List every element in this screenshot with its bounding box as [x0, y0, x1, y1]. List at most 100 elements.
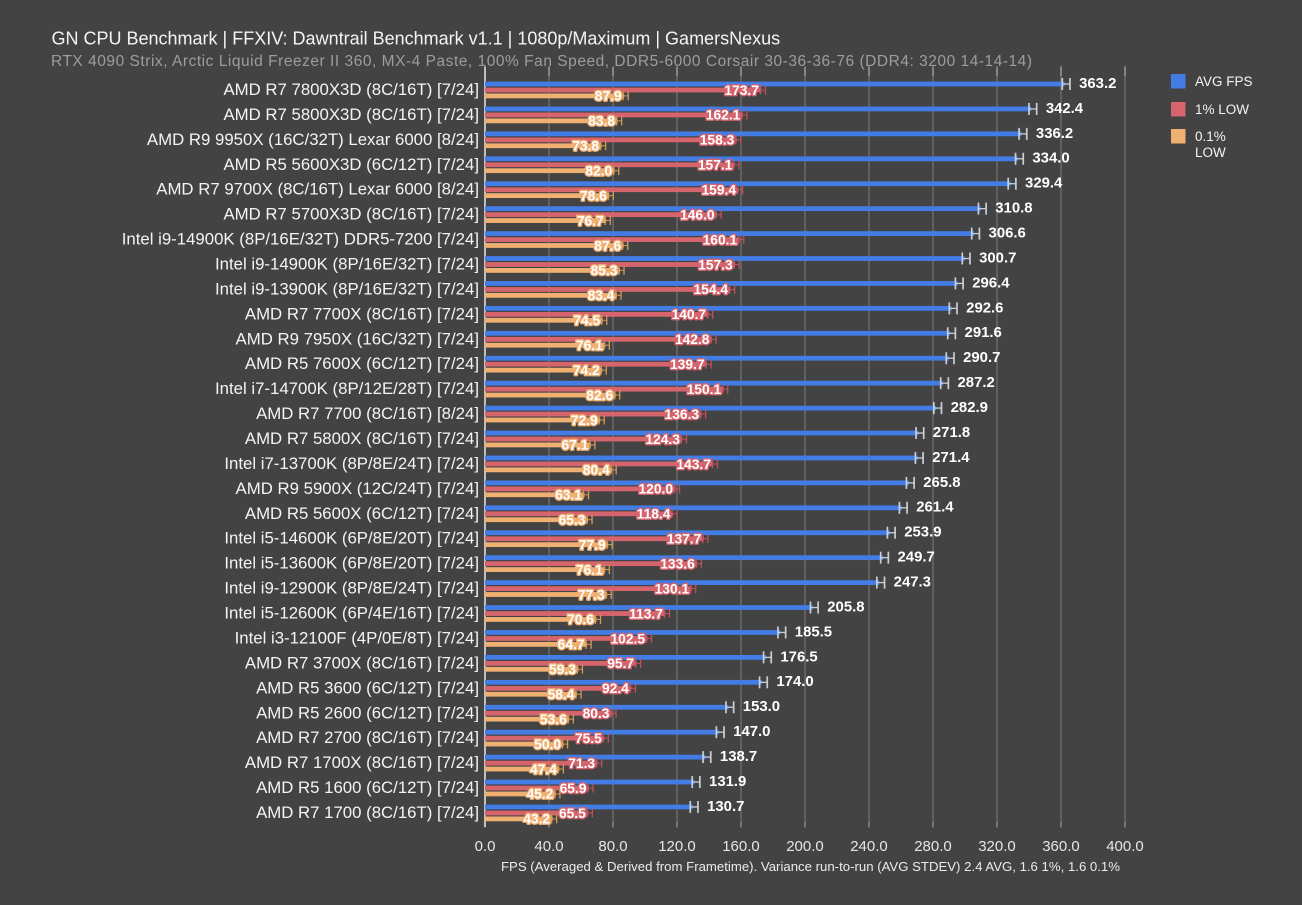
svg-text:290.7: 290.7	[963, 350, 1000, 366]
svg-text:400.0: 400.0	[1106, 838, 1144, 855]
svg-text:82.0: 82.0	[585, 163, 612, 178]
svg-text:150.1: 150.1	[687, 382, 722, 397]
svg-text:306.6: 306.6	[989, 225, 1026, 241]
svg-text:45.2: 45.2	[526, 787, 553, 802]
svg-text:291.6: 291.6	[965, 325, 1002, 341]
svg-text:AMD R7 5700X3D (8C/16T) [7/24]: AMD R7 5700X3D (8C/16T) [7/24]	[223, 205, 479, 224]
svg-text:157.3: 157.3	[698, 257, 733, 272]
svg-text:78.6: 78.6	[580, 188, 607, 203]
svg-text:76.7: 76.7	[577, 213, 604, 228]
svg-text:71.3: 71.3	[568, 756, 595, 771]
svg-text:47.4: 47.4	[530, 762, 557, 777]
svg-text:185.5: 185.5	[795, 624, 832, 640]
svg-text:137.7: 137.7	[667, 532, 702, 547]
svg-text:Intel i7-13700K (8P/8E/24T) [7: Intel i7-13700K (8P/8E/24T) [7/24]	[224, 454, 479, 473]
svg-text:50.0: 50.0	[534, 737, 561, 752]
svg-text:AMD R7 1700 (8C/16T) [7/24]: AMD R7 1700 (8C/16T) [7/24]	[256, 803, 479, 822]
svg-text:271.8: 271.8	[933, 425, 970, 441]
svg-text:102.5: 102.5	[610, 631, 645, 646]
svg-text:147.0: 147.0	[733, 724, 770, 740]
svg-text:AMD R7 7800X3D (8C/16T) [7/24]: AMD R7 7800X3D (8C/16T) [7/24]	[223, 80, 479, 99]
svg-text:143.7: 143.7	[676, 457, 711, 472]
svg-text:271.4: 271.4	[932, 450, 970, 466]
svg-text:173.7: 173.7	[724, 83, 759, 98]
svg-text:74.2: 74.2	[573, 363, 600, 378]
svg-text:AMD R5 2600 (6C/12T) [7/24]: AMD R5 2600 (6C/12T) [7/24]	[256, 703, 479, 722]
svg-text:131.9: 131.9	[709, 774, 746, 790]
svg-text:AMD R5 5600X (6C/12T) [7/24]: AMD R5 5600X (6C/12T) [7/24]	[245, 504, 479, 523]
svg-text:83.4: 83.4	[588, 288, 615, 303]
svg-text:AMD R7 7700X (8C/16T) [7/24]: AMD R7 7700X (8C/16T) [7/24]	[245, 304, 479, 323]
svg-text:53.6: 53.6	[540, 712, 567, 727]
svg-text:65.9: 65.9	[560, 781, 587, 796]
svg-text:65.5: 65.5	[559, 806, 586, 821]
svg-text:363.2: 363.2	[1079, 76, 1116, 92]
svg-text:Intel i7-14700K (8P/12E/28T) [: Intel i7-14700K (8P/12E/28T) [7/24]	[215, 379, 479, 398]
svg-text:Intel i5-14600K (6P/8E/20T) [7: Intel i5-14600K (6P/8E/20T) [7/24]	[224, 529, 479, 548]
svg-text:130.7: 130.7	[707, 799, 744, 815]
svg-text:200.0: 200.0	[786, 838, 824, 855]
svg-text:336.2: 336.2	[1036, 126, 1073, 142]
svg-text:Intel i9-14900K (8P/16E/32T) [: Intel i9-14900K (8P/16E/32T) [7/24]	[215, 255, 479, 274]
svg-text:AMD R7 2700 (8C/16T) [7/24]: AMD R7 2700 (8C/16T) [7/24]	[256, 728, 479, 747]
svg-text:AMD R7 7700 (8C/16T) [8/24]: AMD R7 7700 (8C/16T) [8/24]	[256, 404, 479, 423]
svg-text:310.8: 310.8	[995, 201, 1032, 217]
svg-text:73.8: 73.8	[572, 139, 599, 154]
svg-text:RTX 4090 Strix, Arctic Liquid: RTX 4090 Strix, Arctic Liquid Freezer II…	[51, 53, 1032, 70]
svg-text:334.0: 334.0	[1032, 151, 1069, 167]
svg-text:138.7: 138.7	[720, 749, 757, 765]
svg-text:74.5: 74.5	[573, 313, 600, 328]
svg-text:AMD R7 1700X (8C/16T) [7/24]: AMD R7 1700X (8C/16T) [7/24]	[245, 753, 479, 772]
svg-text:205.8: 205.8	[827, 599, 864, 615]
svg-text:40.0: 40.0	[534, 838, 563, 855]
svg-text:113.7: 113.7	[629, 606, 663, 621]
svg-text:AMD R9 9950X (16C/32T) Lexar 6: AMD R9 9950X (16C/32T) Lexar 6000 [8/24]	[147, 130, 479, 149]
svg-text:Intel i9-12900K (8P/8E/24T) [7: Intel i9-12900K (8P/8E/24T) [7/24]	[224, 579, 479, 598]
svg-text:118.4: 118.4	[637, 507, 671, 522]
svg-text:154.4: 154.4	[694, 282, 729, 297]
svg-text:AMD R7 5800X (8C/16T) [7/24]: AMD R7 5800X (8C/16T) [7/24]	[245, 429, 479, 448]
svg-text:296.4: 296.4	[972, 275, 1010, 291]
svg-text:AMD R5 1600 (6C/12T) [7/24]: AMD R5 1600 (6C/12T) [7/24]	[256, 778, 479, 797]
svg-text:130.1: 130.1	[655, 581, 690, 596]
svg-text:249.7: 249.7	[898, 550, 935, 566]
svg-text:75.5: 75.5	[575, 731, 602, 746]
svg-text:124.3: 124.3	[645, 432, 680, 447]
svg-text:320.0: 320.0	[978, 838, 1016, 855]
svg-text:87.6: 87.6	[594, 238, 621, 253]
svg-text:240.0: 240.0	[850, 838, 888, 855]
svg-text:120.0: 120.0	[638, 482, 673, 497]
svg-text:AMD R5 7600X (6C/12T) [7/24]: AMD R5 7600X (6C/12T) [7/24]	[245, 354, 479, 373]
svg-text:AMD R5 3600 (6C/12T) [7/24]: AMD R5 3600 (6C/12T) [7/24]	[256, 678, 479, 697]
svg-text:LOW: LOW	[1195, 145, 1226, 160]
svg-text:82.6: 82.6	[586, 388, 613, 403]
svg-text:77.3: 77.3	[578, 587, 605, 602]
svg-text:174.0: 174.0	[776, 674, 813, 690]
svg-text:146.0: 146.0	[680, 207, 715, 222]
svg-text:59.3: 59.3	[549, 662, 576, 677]
svg-text:247.3: 247.3	[894, 575, 931, 591]
svg-text:261.4: 261.4	[916, 500, 954, 516]
svg-text:65.3: 65.3	[559, 513, 586, 528]
svg-text:64.7: 64.7	[558, 637, 585, 652]
svg-text:43.2: 43.2	[523, 812, 550, 827]
svg-text:87.9: 87.9	[595, 89, 622, 104]
svg-text:153.0: 153.0	[743, 699, 780, 715]
svg-text:58.4: 58.4	[548, 687, 575, 702]
svg-text:162.1: 162.1	[706, 108, 741, 123]
svg-text:253.9: 253.9	[904, 525, 941, 541]
svg-text:85.3: 85.3	[591, 263, 618, 278]
svg-text:Intel i5-12600K (6P/4E/16T) [7: Intel i5-12600K (6P/4E/16T) [7/24]	[224, 604, 479, 623]
svg-text:139.7: 139.7	[670, 357, 705, 372]
svg-text:76.1: 76.1	[576, 338, 603, 353]
svg-text:120.0: 120.0	[658, 838, 696, 855]
svg-text:133.6: 133.6	[660, 556, 695, 571]
svg-text:FPS (Averaged & Derived from F: FPS (Averaged & Derived from Frametime).…	[501, 859, 1120, 874]
svg-text:300.7: 300.7	[979, 250, 1016, 266]
svg-text:280.0: 280.0	[914, 838, 952, 855]
svg-text:Intel i9-13900K (8P/16E/32T) [: Intel i9-13900K (8P/16E/32T) [7/24]	[215, 279, 479, 298]
svg-text:265.8: 265.8	[923, 475, 960, 491]
svg-text:Intel i5-13600K (6P/8E/20T) [7: Intel i5-13600K (6P/8E/20T) [7/24]	[224, 554, 479, 573]
svg-text:AMD R7 5800X3D (8C/16T) [7/24]: AMD R7 5800X3D (8C/16T) [7/24]	[223, 105, 479, 124]
svg-text:80.0: 80.0	[598, 838, 627, 855]
